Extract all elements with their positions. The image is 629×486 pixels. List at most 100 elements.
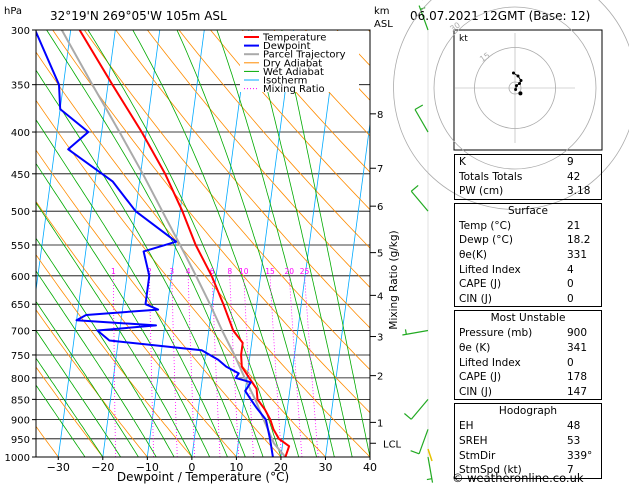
eh-row: EH 48 — [459, 420, 581, 433]
wet-adiabat-line — [176, 30, 317, 457]
wet-adiabat-line — [36, 300, 139, 457]
dry-adiabat-line — [83, 30, 370, 371]
wet-adiabat-line — [36, 270, 157, 457]
wet-adiabat-line — [36, 357, 104, 457]
hodograph-point — [515, 84, 518, 88]
temperature-tick-label: 40 — [363, 461, 377, 474]
mixing-ratio-line — [243, 275, 254, 457]
isotherm-line — [191, 30, 250, 457]
hodograph-stats-title: Hodograph — [498, 405, 558, 418]
mixing-ratio-label: 4 — [186, 267, 191, 276]
legend-entry: Dewpoint — [263, 41, 311, 52]
plot-frame — [35, 29, 371, 458]
hodograph-ring — [393, 0, 629, 210]
wind-barb — [402, 329, 429, 336]
isotherm-line — [57, 30, 116, 457]
dry-adiabat-line — [36, 366, 104, 457]
totals-totals-row: Totals Totals 42 — [459, 170, 581, 183]
sreh-row: SREH 53 — [459, 434, 581, 447]
storm-motion-point — [518, 91, 523, 96]
mixing-ratio-label: 20 — [285, 267, 295, 276]
km-tick-label: 5 — [377, 249, 383, 260]
mixing-ratio-axis-label: Mixing Ratio (g/kg) — [388, 230, 400, 329]
mixing-ratio-line — [171, 275, 178, 457]
plot-area: 1 2 3 4 6 8 10 15 20 25 — [36, 30, 370, 457]
mu-cape-row: CAPE (J) 178 — [459, 371, 588, 384]
mixing-ratio-label: 15 — [265, 267, 275, 276]
mixing-ratio-label: 8 — [227, 267, 232, 276]
asl-label: ASL — [374, 19, 393, 30]
temperature-tick-label: −20 — [91, 461, 114, 474]
isotherm-line — [36, 30, 72, 293]
lcl-label: LCL — [383, 439, 402, 450]
km-label: km — [374, 6, 390, 17]
pressure-tick-label: 800 — [11, 374, 30, 385]
wet-adiabat-line — [36, 119, 228, 457]
dry-adiabat-line — [147, 30, 370, 289]
dry-adiabat-line — [36, 99, 326, 457]
pressure-tick-label: 300 — [11, 26, 30, 37]
wet-adiabat-line — [36, 69, 246, 457]
legend-entry: Parcel Trajectory — [263, 50, 346, 61]
hodograph-point — [519, 79, 523, 82]
temperature-tick-label: −10 — [136, 461, 159, 474]
pw-row: PW (cm) 3.18 — [459, 185, 591, 198]
surface-theta-e-row: θe(K) 331 — [459, 248, 588, 261]
hodograph-point — [518, 82, 521, 85]
legend-entry: Wet Adiabat — [263, 67, 324, 78]
axes: 3003504004505005506006507007508008509009… — [5, 5, 434, 483]
mixing-ratio-line — [304, 275, 319, 457]
wet-adiabat-line — [132, 30, 300, 457]
wet-adiabat-line — [251, 30, 353, 457]
wind-barb — [410, 185, 429, 212]
km-tick-label: 3 — [377, 333, 383, 344]
surface-wind-marker — [427, 448, 433, 462]
pressure-tick-label: 500 — [11, 207, 30, 218]
dry-adiabat-line — [210, 30, 370, 211]
hodograph-stats-box: Hodograph EH 48 SREH 53 StmDir 339° StmSpd … — [454, 403, 602, 479]
mixing-ratio-line — [113, 275, 116, 457]
hodograph-kt-label: kt — [459, 34, 468, 44]
wet-adiabat-line — [216, 30, 335, 457]
hodograph-point — [512, 71, 515, 75]
wind-barb — [410, 429, 429, 455]
km-tick-label: 1 — [377, 418, 383, 429]
km-tick-label: 6 — [377, 202, 383, 213]
mixing-ratio-label: 10 — [239, 267, 249, 276]
km-tick-label: 2 — [377, 372, 383, 383]
stmspd-row: StmSpd (kt) 7 — [459, 464, 574, 477]
hodograph-ring — [433, 6, 597, 170]
wet-adiabat-line — [46, 30, 264, 457]
pressure-tick-label: 550 — [11, 241, 30, 252]
mixing-ratio-line — [269, 275, 282, 457]
mixing-ratio-label: 2 — [147, 267, 152, 276]
surface-temp-row: Temp (°C) 21 — [459, 219, 581, 232]
pressure-tick-label: 600 — [11, 272, 30, 283]
wet-adiabat-line — [36, 237, 175, 457]
dry-adiabat-line — [36, 309, 148, 457]
mixing-ratio-label: 3 — [169, 267, 174, 276]
pressure-tick-label: 850 — [11, 395, 30, 406]
mixing-ratio-label: 1 — [111, 267, 116, 276]
pressure-tick-label: 650 — [11, 300, 30, 311]
mu-li-row: Lifted Index 0 — [459, 356, 574, 369]
legend-entry: Isotherm — [263, 76, 307, 87]
pressure-tick-label: 750 — [11, 351, 30, 362]
isotherm-line — [280, 30, 339, 457]
pressure-tick-label: 1000 — [5, 453, 30, 464]
surface-dewp-row: Dewp (°C) 18.2 — [459, 234, 591, 247]
temperature-tick-label: −30 — [47, 461, 70, 474]
surface-cape-row: CAPE (J) 0 — [459, 278, 574, 291]
legend-entry: Mixing Ratio — [263, 84, 325, 95]
wind-barb — [414, 104, 429, 133]
hodograph-ring-label: 45 — [419, 0, 433, 3]
dewpoint-line — [36, 30, 274, 457]
wind-barb — [404, 398, 429, 420]
mixing-ratio-line — [229, 275, 240, 457]
dry-adiabat-line — [36, 254, 193, 457]
stmdir-row: StmDir 339° — [459, 449, 593, 462]
mu-cin-row: CIN (J) 147 — [459, 385, 588, 398]
